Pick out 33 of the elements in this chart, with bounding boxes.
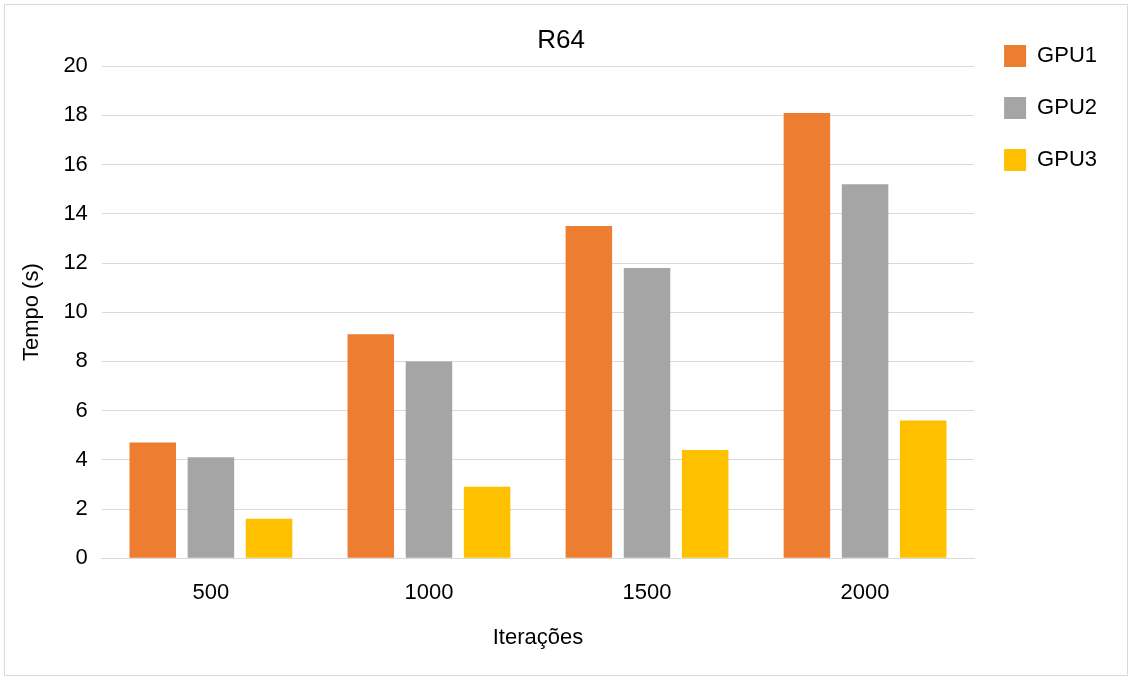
- bar: [681, 449, 729, 558]
- bar: [405, 361, 453, 558]
- y-tick-label: 4: [75, 445, 88, 471]
- bar: [129, 442, 177, 558]
- x-tick-label: 500: [192, 579, 230, 605]
- x-tick-label: 1000: [404, 579, 454, 605]
- legend-label: GPU3: [1037, 146, 1098, 172]
- y-tick-label: 18: [63, 101, 88, 127]
- y-axis-title: Tempo (s): [18, 263, 44, 362]
- y-tick-label: 12: [63, 249, 88, 275]
- legend-label: GPU2: [1037, 94, 1098, 120]
- y-tick-label: 2: [75, 495, 88, 521]
- y-tick-label: 16: [63, 150, 88, 176]
- bar: [347, 334, 395, 558]
- y-tick-label: 20: [63, 52, 88, 78]
- chart-title: R64: [537, 23, 585, 54]
- bar: [899, 420, 947, 558]
- y-tick-label: 14: [63, 199, 88, 225]
- legend-label: GPU1: [1037, 42, 1098, 68]
- bar: [623, 267, 671, 558]
- y-tick-label: 0: [75, 544, 88, 570]
- y-tick-label: 6: [75, 396, 88, 422]
- bar: [565, 226, 613, 558]
- bar: [463, 486, 511, 558]
- y-tick-label: 10: [63, 298, 88, 324]
- x-axis-title: Iterações: [492, 623, 584, 649]
- bar: [245, 518, 293, 558]
- bar: [187, 457, 235, 558]
- y-tick-label: 8: [75, 347, 88, 373]
- x-tick-label: 1500: [622, 579, 672, 605]
- bar: [841, 184, 889, 558]
- x-tick-label: 2000: [840, 579, 890, 605]
- bar: [783, 112, 831, 558]
